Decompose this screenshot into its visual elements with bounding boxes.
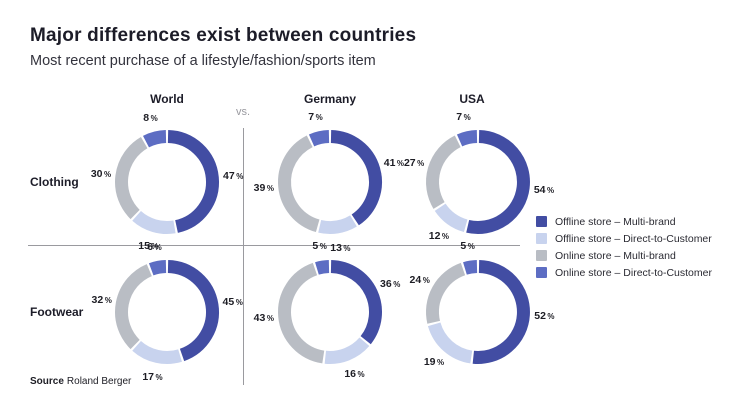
legend-swatch-online-multibrand xyxy=(536,250,547,261)
segment-value-label: 43% xyxy=(253,312,274,325)
donut-segment-0 xyxy=(472,260,530,364)
vs-label: vs. xyxy=(235,106,251,118)
donut-segment-1 xyxy=(324,337,370,364)
legend-label: Offline store – Direct-to-Customer xyxy=(555,232,712,245)
donut-segment-2 xyxy=(115,137,148,220)
donut-segment-0 xyxy=(167,130,219,233)
source-label: Source xyxy=(30,376,64,387)
legend-label: Offline store – Multi-brand xyxy=(555,215,676,228)
donut-segment-3 xyxy=(148,260,167,276)
donut-segment-1 xyxy=(132,210,176,234)
segment-value-label: 45% xyxy=(222,295,243,308)
donut-segment-2 xyxy=(426,135,461,209)
page-title: Major differences exist between countrie… xyxy=(30,25,417,46)
donut-ring xyxy=(426,130,530,234)
segment-value-label: 7% xyxy=(456,111,471,124)
legend: Offline store – Multi-brand Offline stor… xyxy=(536,213,712,281)
donut-chart-footwear-usa: 52% 19% 24% 5% xyxy=(403,237,555,387)
legend-swatch-online-d2c xyxy=(536,267,547,278)
donut-segment-2 xyxy=(278,135,320,233)
donut-ring xyxy=(426,260,530,364)
donut-segment-0 xyxy=(167,260,219,362)
donut-chart-clothing-world: 47% 15% 30% 8% xyxy=(90,107,244,257)
donut-segment-1 xyxy=(132,340,182,364)
column-header-world: World xyxy=(150,92,184,106)
donut-segment-1 xyxy=(434,203,468,233)
legend-item-online-multibrand: Online store – Multi-brand xyxy=(536,247,712,264)
segment-value-label: 54% xyxy=(533,184,555,197)
source-value: Roland Berger xyxy=(66,376,132,387)
vertical-divider xyxy=(243,128,244,385)
segment-value-label: 32% xyxy=(91,293,112,306)
donut-chart-clothing-germany: 41% 13% 39% 7% xyxy=(253,107,405,257)
segment-value-label: 27% xyxy=(403,157,425,170)
donut-segment-0 xyxy=(330,260,382,345)
segment-value-label: 39% xyxy=(253,182,274,195)
segment-value-label: 36% xyxy=(380,277,401,290)
segment-value-label: 5% xyxy=(460,240,475,253)
donut-segment-3 xyxy=(456,130,478,147)
donut-chart-footwear-germany: 36% 16% 43% 5% xyxy=(253,237,405,387)
donut-segment-1 xyxy=(427,322,473,364)
horizontal-divider xyxy=(28,245,520,246)
donut-segment-3 xyxy=(463,260,478,275)
segment-value-label: 24% xyxy=(409,274,430,286)
donut-ring xyxy=(115,260,219,364)
segment-value-label: 13% xyxy=(330,241,351,254)
legend-label: Online store – Multi-brand xyxy=(555,249,676,262)
donut-ring xyxy=(278,130,382,234)
segment-value-label: 30% xyxy=(90,167,112,180)
donut-chart-footwear-world: 45% 17% 32% 6% xyxy=(91,237,243,387)
donut-segment-3 xyxy=(315,260,330,275)
donut-chart-clothing-usa: 54% 12% 27% 7% xyxy=(403,107,555,257)
segment-value-label: 15% xyxy=(138,239,159,252)
legend-label: Online store – Direct-to-Customer xyxy=(555,266,712,279)
column-header-germany: Germany xyxy=(303,92,357,106)
donut-segment-1 xyxy=(318,215,357,234)
row-label-clothing: Clothing xyxy=(30,175,79,189)
donut-ring xyxy=(115,130,219,234)
legend-item-offline-multibrand: Offline store – Multi-brand xyxy=(536,213,712,230)
segment-value-label: 6% xyxy=(147,240,162,253)
donut-segment-3 xyxy=(308,130,330,147)
donut-segment-0 xyxy=(466,130,530,234)
donut-ring xyxy=(278,260,382,364)
legend-item-offline-d2c: Offline store – Direct-to-Customer xyxy=(536,230,712,247)
column-header-usa: USA xyxy=(459,92,485,106)
segment-value-label: 5% xyxy=(312,240,327,253)
page-subtitle: Most recent purchase of a lifestyle/fash… xyxy=(30,53,376,69)
legend-swatch-offline-multibrand xyxy=(536,216,547,227)
donut-segment-0 xyxy=(330,130,382,226)
donut-segment-2 xyxy=(426,262,466,324)
donut-segment-3 xyxy=(142,130,167,148)
legend-swatch-offline-d2c xyxy=(536,233,547,244)
segment-value-label: 16% xyxy=(344,367,365,380)
source-note: Source Roland Berger xyxy=(30,376,131,387)
row-label-footwear: Footwear xyxy=(30,305,84,319)
segment-value-label: 17% xyxy=(142,370,163,383)
segment-value-label: 7% xyxy=(308,111,323,124)
segment-value-label: 47% xyxy=(223,169,244,182)
donut-segment-2 xyxy=(278,262,325,364)
legend-item-online-d2c: Online store – Direct-to-Customer xyxy=(536,264,712,281)
segment-value-label: 52% xyxy=(534,310,555,323)
segment-value-label: 12% xyxy=(428,229,450,242)
segment-value-label: 8% xyxy=(143,111,158,124)
donut-segment-2 xyxy=(115,264,153,350)
segment-value-label: 19% xyxy=(423,355,445,368)
segment-value-label: 41% xyxy=(383,157,405,170)
